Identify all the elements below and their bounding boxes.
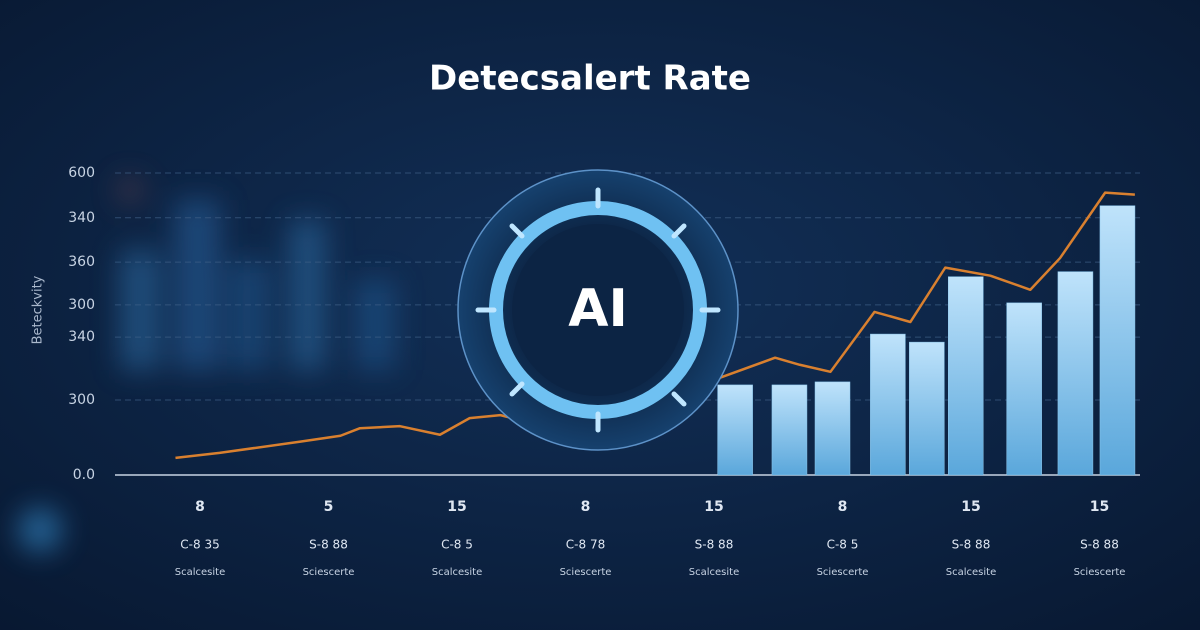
x-note: Scalcesite (689, 567, 739, 578)
x-note: Sciescerte (1074, 567, 1126, 578)
icon-core (512, 224, 684, 396)
x-sublabel: C-8 5 (441, 538, 473, 552)
chart-title: Detecsalert Rate (429, 59, 751, 99)
x-tick-label: 15 (704, 499, 723, 515)
x-tick-label: 8 (838, 499, 848, 515)
y-tick-label: 360 (68, 254, 95, 270)
x-sublabel: C-8 35 (180, 538, 219, 552)
bar (909, 341, 945, 476)
x-sublabel: S-8 88 (1080, 538, 1119, 552)
x-tick-label: 15 (1090, 499, 1109, 515)
x-tick-label: 15 (961, 499, 980, 515)
y-tick-label: 0.0 (73, 467, 95, 483)
x-tick-label: 15 (447, 499, 466, 515)
x-sublabel: S-8 88 (952, 538, 991, 552)
y-tick-label: 340 (68, 329, 95, 345)
bar (870, 333, 906, 476)
icon-ticks (475, 187, 721, 433)
x-sublabel: C-8 5 (827, 538, 859, 552)
y-tick-label: 300 (68, 297, 95, 313)
y-tick-label: 340 (68, 210, 95, 226)
x-note: Scalcesite (432, 567, 482, 578)
bar (1006, 302, 1042, 476)
ai-icon: AI (457, 169, 739, 451)
x-note: Sciescerte (817, 567, 869, 578)
y-tick-label: 300 (68, 392, 95, 408)
bar (771, 384, 808, 476)
bar (1057, 271, 1094, 476)
x-sublabel: S-8 88 (695, 538, 734, 552)
y-tick-label: 600 (68, 165, 95, 181)
bar (814, 381, 851, 476)
x-tick-label: 5 (324, 499, 334, 515)
x-note: Sciescerte (560, 567, 612, 578)
line (175, 191, 1135, 460)
bokeh (18, 178, 395, 552)
y-axis-label: Beteckvity (31, 275, 46, 344)
icon-text: AI (568, 279, 628, 339)
x-note: Scalcesite (175, 567, 225, 578)
bar (948, 276, 984, 476)
x-sublabel: S-8 88 (309, 538, 348, 552)
x-sublabel: C-8 78 (566, 538, 605, 552)
x-tick-label: 8 (195, 499, 205, 515)
bar (1099, 205, 1136, 476)
x-tick-label: 8 (581, 499, 591, 515)
x-note: Scalcesite (946, 567, 996, 578)
bar (717, 384, 753, 476)
x-note: Sciescerte (303, 567, 355, 578)
plot: 600 340 360 300 340 300 0.0 8 C-8 35 Scalcesite 5 S… (68, 165, 1140, 578)
